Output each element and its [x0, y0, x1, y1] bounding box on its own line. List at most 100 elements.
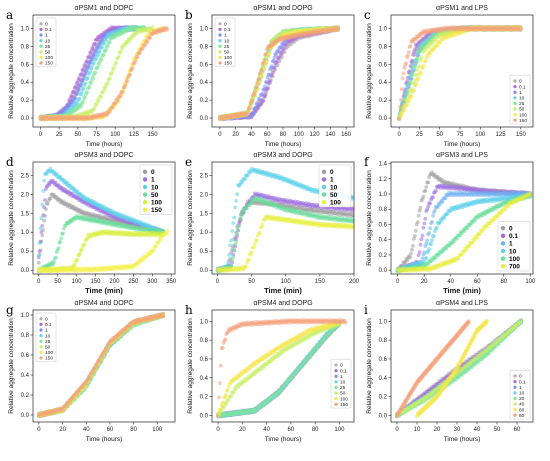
data-point [110, 105, 115, 110]
data-point [40, 202, 45, 207]
legend-label: 10 [519, 96, 525, 102]
legend-marker [39, 33, 43, 37]
data-point [233, 205, 238, 210]
x-tick-label: 75 [93, 132, 100, 138]
data-point [165, 27, 170, 32]
data-point [404, 61, 408, 65]
data-point [105, 45, 110, 49]
x-tick-label: 150 [516, 132, 527, 138]
data-point [409, 94, 414, 99]
series-150 [36, 229, 170, 274]
x-tick-label: 60 [264, 132, 271, 138]
data-point [110, 70, 115, 74]
data-point [100, 45, 105, 50]
data-point [434, 37, 438, 42]
x-tick-label: 300 [147, 279, 158, 285]
x-tick-label: 125 [496, 132, 507, 138]
x-tick-label: 100 [110, 132, 121, 138]
data-point [270, 70, 275, 74]
data-point [101, 53, 106, 57]
legend-label: 1 [45, 33, 48, 39]
legend-marker [142, 184, 148, 190]
data-point [108, 109, 112, 114]
data-point [397, 117, 401, 121]
data-point [257, 77, 261, 81]
legend-marker [513, 79, 517, 83]
data-point [45, 202, 50, 206]
data-point [99, 57, 104, 62]
data-point [408, 79, 413, 84]
axes-frame [32, 161, 176, 275]
legend-label: 1 [151, 177, 155, 184]
data-point [55, 172, 60, 177]
legend-label: 50 [224, 50, 230, 56]
legend-label: 0.1 [45, 27, 52, 33]
x-tick-label: 50 [54, 279, 61, 285]
legend-marker [513, 85, 517, 89]
data-point [91, 46, 95, 51]
legend-label: 25 [45, 44, 51, 50]
panel-title: αPSM1 and DOPC [75, 5, 134, 12]
data-point [88, 69, 93, 74]
legend-label: 50 [519, 107, 525, 113]
data-point [91, 76, 96, 80]
data-point [267, 72, 272, 77]
data-point [154, 244, 159, 249]
data-point [412, 88, 416, 92]
data-point [238, 216, 243, 221]
x-axis-label: Time (hours) [86, 141, 123, 148]
data-point [165, 229, 170, 233]
legend-box [139, 164, 173, 215]
data-point [234, 198, 239, 203]
y-tick-label: 0.0 [21, 268, 30, 274]
legend-marker [513, 107, 517, 111]
legend-label: 150 [45, 61, 53, 67]
data-point [135, 55, 140, 60]
data-point [151, 248, 156, 253]
data-point [243, 177, 247, 182]
x-axis-label: Time (min) [85, 286, 123, 295]
x-tick-label: 0 [39, 132, 43, 138]
data-point [120, 90, 125, 95]
legend-marker [142, 192, 148, 197]
data-point [86, 75, 90, 80]
legend-label: 50 [45, 50, 51, 56]
data-point [37, 249, 42, 254]
axes-frame [32, 14, 176, 128]
data-point [411, 70, 415, 74]
legend-marker [39, 55, 43, 60]
data-point [405, 102, 409, 107]
data-point [435, 43, 440, 48]
y-tick-label: 0.6 [379, 62, 388, 68]
x-tick-label: 20 [232, 132, 239, 138]
data-point [42, 205, 46, 210]
data-point [265, 86, 270, 91]
data-point [264, 80, 269, 84]
data-point [264, 90, 268, 94]
data-point [428, 51, 433, 55]
data-point [118, 94, 122, 99]
legend-label: 0 [519, 79, 522, 85]
data-point [416, 77, 421, 82]
data-point [263, 84, 267, 89]
x-tick-label: 160 [341, 132, 352, 138]
legend-marker [218, 27, 222, 31]
legend-marker [513, 118, 517, 122]
data-point [81, 77, 85, 82]
y-tick-label: 0.4 [379, 80, 388, 86]
data-point [255, 102, 260, 107]
data-point [123, 83, 128, 87]
y-tick-label: 0.0 [200, 116, 209, 122]
data-point [277, 54, 282, 59]
data-point [230, 260, 235, 264]
data-point [92, 106, 97, 111]
y-axis-label: Relative aggregate concentration [8, 170, 15, 266]
data-point [93, 70, 98, 75]
x-tick-label: 25 [56, 132, 63, 138]
legend-label: 150 [519, 118, 527, 124]
legend-marker [218, 22, 222, 26]
